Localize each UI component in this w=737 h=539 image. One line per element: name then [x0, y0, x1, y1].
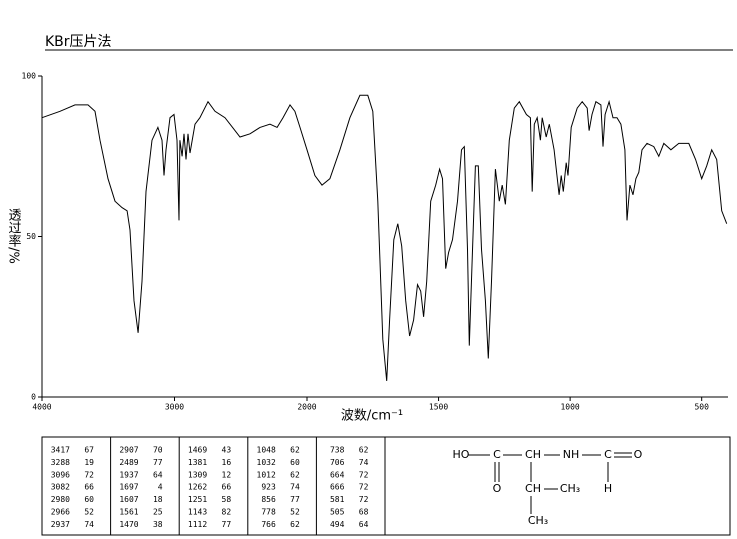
atom-label: C: [493, 448, 501, 461]
peak-wavenumber: 666: [330, 483, 345, 492]
peak-wavenumber: 1469: [188, 446, 207, 455]
peak-transmittance: 66: [84, 483, 94, 492]
atom-label: CH₃: [528, 514, 548, 527]
peak-transmittance: 72: [359, 495, 369, 504]
peak-wavenumber: 778: [261, 508, 276, 517]
peak-wavenumber: 1937: [119, 470, 138, 479]
peak-wavenumber: 1607: [119, 495, 138, 504]
peak-wavenumber: 1112: [188, 520, 207, 529]
peak-transmittance: 64: [359, 520, 369, 529]
peak-transmittance: 64: [153, 470, 163, 479]
atom-label: CH₃: [560, 482, 580, 495]
peak-transmittance: 77: [153, 458, 163, 467]
peak-transmittance: 72: [84, 470, 94, 479]
peak-wavenumber: 738: [330, 446, 345, 455]
peak-wavenumber: 706: [330, 458, 345, 467]
peak-transmittance: 12: [222, 470, 232, 479]
peak-transmittance: 60: [84, 495, 94, 504]
peak-transmittance: 25: [153, 508, 163, 517]
peak-wavenumber: 923: [261, 483, 276, 492]
peak-wavenumber: 1381: [188, 458, 207, 467]
atom-label: H: [604, 482, 612, 495]
atom-label: HO: [453, 448, 470, 461]
peak-wavenumber: 2937: [51, 520, 70, 529]
peak-transmittance: 74: [290, 483, 300, 492]
peak-transmittance: 77: [290, 495, 300, 504]
atom-label: C: [604, 448, 612, 461]
x-tick-label: 2000: [297, 403, 316, 412]
peak-wavenumber: 3082: [51, 483, 70, 492]
peak-wavenumber: 1251: [188, 495, 207, 504]
peak-transmittance: 82: [222, 508, 232, 517]
peak-transmittance: 72: [359, 483, 369, 492]
peak-wavenumber: 581: [330, 495, 345, 504]
peak-transmittance: 52: [290, 508, 300, 517]
atom-label: O: [493, 482, 502, 495]
peak-wavenumber: 3288: [51, 458, 70, 467]
peak-table-frame: [41, 436, 731, 536]
atom-label: NH: [563, 448, 580, 461]
y-tick-label: 100: [22, 72, 37, 81]
peak-transmittance: 62: [359, 446, 369, 455]
peak-transmittance: 52: [84, 508, 94, 517]
peak-transmittance: 74: [359, 458, 369, 467]
x-tick-label: 500: [694, 403, 709, 412]
peak-transmittance: 19: [84, 458, 94, 467]
spectrum-line: [41, 94, 728, 381]
peak-wavenumber: 2966: [51, 508, 70, 517]
peak-wavenumber: 3096: [51, 470, 70, 479]
peak-transmittance: 74: [84, 520, 94, 529]
peak-wavenumber: 856: [261, 495, 276, 504]
peak-wavenumber: 1697: [119, 483, 138, 492]
peak-transmittance: 62: [290, 470, 300, 479]
peak-wavenumber: 766: [261, 520, 276, 529]
y-tick-label: 0: [31, 393, 36, 402]
peak-transmittance: 38: [153, 520, 163, 529]
peak-transmittance: 16: [222, 458, 232, 467]
peak-wavenumber: 1012: [257, 470, 276, 479]
structure-bonds: [468, 452, 632, 514]
peak-transmittance: 77: [222, 520, 232, 529]
y-axis-label: 透过率/%: [6, 208, 22, 264]
peak-transmittance: 62: [290, 446, 300, 455]
x-axis-label: 波数/cm⁻¹: [341, 409, 403, 424]
peak-wavenumber: 2489: [119, 458, 138, 467]
peak-wavenumber: 2980: [51, 495, 70, 504]
peak-wavenumber: 1143: [188, 508, 207, 517]
peak-transmittance: 60: [290, 458, 300, 467]
peak-wavenumber: 1262: [188, 483, 207, 492]
atom-label: O: [634, 448, 643, 461]
peak-transmittance: 62: [290, 520, 300, 529]
peak-wavenumber: 1032: [257, 458, 276, 467]
atom-label: CH: [525, 482, 541, 495]
header-title: KBr压片法: [45, 34, 112, 50]
peak-transmittance: 70: [153, 446, 163, 455]
peak-wavenumber: 494: [330, 520, 345, 529]
peak-transmittance: 66: [222, 483, 232, 492]
peak-transmittance: 4: [158, 483, 163, 492]
peak-transmittance: 67: [84, 446, 94, 455]
peak-wavenumber: 1470: [119, 520, 138, 529]
atom-label: CH: [525, 448, 541, 461]
peak-transmittance: 58: [222, 495, 232, 504]
peak-transmittance: 68: [359, 508, 369, 517]
x-tick-label: 1000: [560, 403, 579, 412]
peak-wavenumber: 3417: [51, 446, 70, 455]
peak-transmittance: 18: [153, 495, 163, 504]
x-tick-label: 3000: [165, 403, 184, 412]
peak-wavenumber: 505: [330, 508, 345, 517]
peak-wavenumber: 2907: [119, 446, 138, 455]
peak-wavenumber: 1048: [257, 446, 276, 455]
peak-wavenumber: 1561: [119, 508, 138, 517]
peak-wavenumber: 1309: [188, 470, 207, 479]
peak-transmittance: 72: [359, 470, 369, 479]
y-tick-label: 50: [26, 232, 36, 241]
x-tick-label: 1500: [429, 403, 448, 412]
x-tick-label: 4000: [32, 403, 51, 412]
peak-wavenumber: 664: [330, 470, 345, 479]
peak-transmittance: 43: [222, 446, 232, 455]
